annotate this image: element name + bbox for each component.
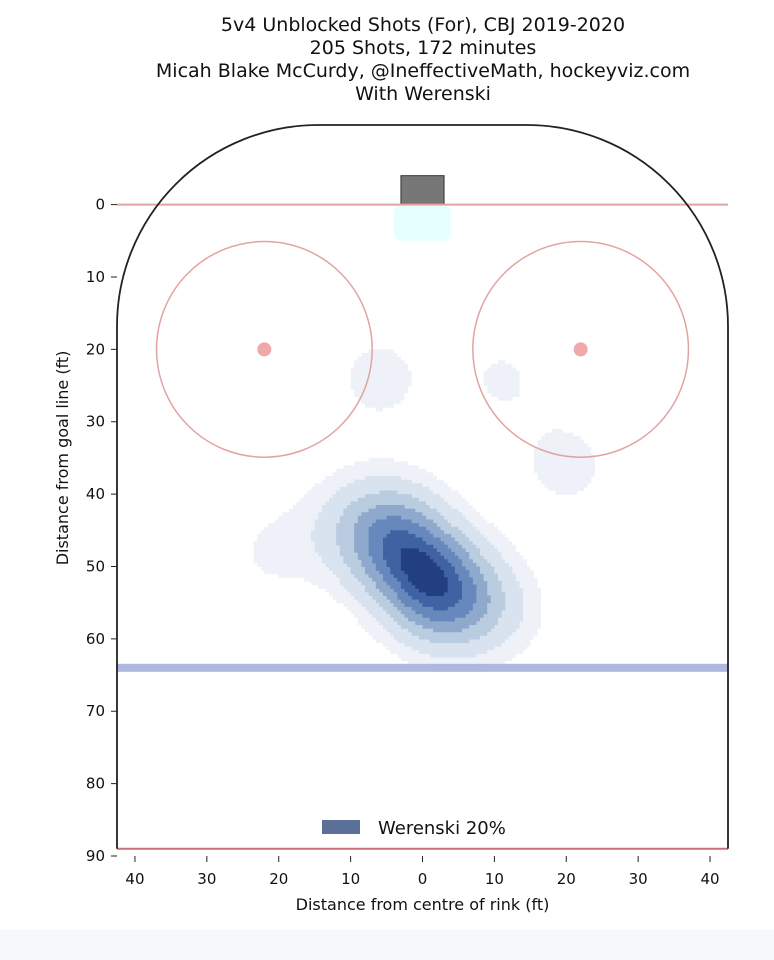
y-tick-label: 70 — [86, 702, 105, 720]
contour-level-7 — [400, 548, 448, 596]
x-tick-label: 20 — [557, 870, 576, 888]
legend-swatch — [322, 820, 360, 834]
x-tick-label: 10 — [485, 870, 504, 888]
x-tick-label: 0 — [418, 870, 428, 888]
title-line-1: 5v4 Unblocked Shots (For), CBJ 2019-2020 — [220, 14, 626, 36]
x-tick-label: 10 — [341, 870, 360, 888]
legend-label: Werenski 20% — [378, 818, 506, 839]
y-tick-label: 0 — [95, 196, 105, 214]
faceoff-dot-1 — [257, 342, 272, 357]
rink-boards — [116, 124, 729, 849]
title-line-3: Micah Blake McCurdy, @IneffectiveMath, h… — [155, 60, 691, 82]
goal-net — [400, 175, 445, 206]
shot-density-contours — [253, 349, 595, 672]
faceoff-dot-2 — [573, 342, 588, 357]
x-tick-label: 30 — [197, 870, 216, 888]
y-tick-label: 60 — [86, 630, 105, 648]
x-axis-label: Distance from centre of rink (ft) — [296, 895, 550, 914]
faceoff-circle-1 — [155, 240, 373, 458]
axes: 0 10 20 30 40 50 60 70 80 90 40 30 20 10 0 10 20 30 40 Dist… — [53, 196, 720, 914]
bottom-strip — [0, 930, 774, 960]
blue-line — [117, 663, 728, 672]
y-tick-label: 20 — [86, 340, 105, 358]
faceoff-circle-2 — [472, 240, 690, 458]
y-tick-label: 90 — [86, 847, 105, 865]
x-tick-label: 20 — [269, 870, 288, 888]
legend: Werenski 20% — [322, 818, 506, 839]
title-line-2: 205 Shots, 172 minutes — [309, 37, 537, 59]
title-line-4: With Werenski — [355, 83, 491, 105]
goal-crease — [393, 204, 452, 241]
y-tick-label: 40 — [86, 485, 105, 503]
chart-title: 5v4 Unblocked Shots (For), CBJ 2019-2020… — [0, 14, 774, 106]
y-axis-label: Distance from goal line (ft) — [53, 351, 72, 566]
x-tick-label: 40 — [700, 870, 719, 888]
x-tick-label: 40 — [125, 870, 144, 888]
y-tick-label: 10 — [86, 268, 105, 286]
rink-markings — [116, 124, 729, 850]
x-tick-label: 30 — [629, 870, 648, 888]
y-tick-label: 80 — [86, 775, 105, 793]
y-tick-label: 30 — [86, 413, 105, 431]
y-tick-label: 50 — [86, 557, 105, 575]
